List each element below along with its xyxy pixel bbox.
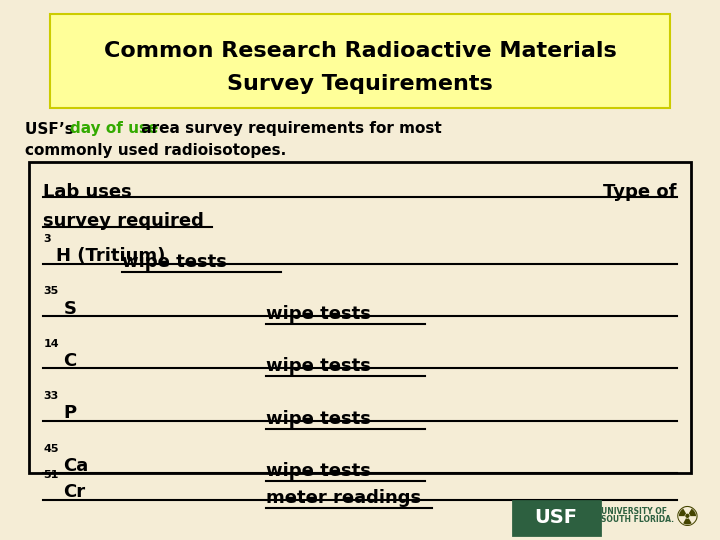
Text: wipe tests: wipe tests xyxy=(266,410,372,428)
Text: Lab uses: Lab uses xyxy=(43,183,132,200)
Text: wipe tests: wipe tests xyxy=(266,462,372,480)
Text: 45: 45 xyxy=(43,443,59,454)
Text: 33: 33 xyxy=(43,391,58,401)
Text: survey required: survey required xyxy=(43,212,204,230)
Text: C: C xyxy=(63,352,76,370)
Text: Cr: Cr xyxy=(63,483,86,501)
Text: Type of: Type of xyxy=(603,183,677,200)
Text: 35: 35 xyxy=(43,286,58,296)
Text: wipe tests: wipe tests xyxy=(266,305,372,323)
Text: day of use: day of use xyxy=(70,122,158,137)
Text: Ca: Ca xyxy=(63,457,89,475)
Text: Survey Tequirements: Survey Tequirements xyxy=(227,73,493,94)
Text: 51: 51 xyxy=(43,470,58,480)
Text: meter readings: meter readings xyxy=(266,489,421,507)
Text: wipe tests: wipe tests xyxy=(122,253,228,271)
Text: P: P xyxy=(63,404,76,422)
Text: UNIVERSITY OF: UNIVERSITY OF xyxy=(601,508,667,516)
Text: Common Research Radioactive Materials: Common Research Radioactive Materials xyxy=(104,41,616,62)
Text: USF: USF xyxy=(535,508,577,528)
Text: commonly used radioisotopes.: commonly used radioisotopes. xyxy=(25,143,287,158)
Text: area survey requirements for most: area survey requirements for most xyxy=(136,122,442,137)
Text: ☢: ☢ xyxy=(675,504,700,532)
Text: S: S xyxy=(63,300,76,318)
Text: USF’s: USF’s xyxy=(25,122,79,137)
Text: 3: 3 xyxy=(43,234,51,244)
Text: SOUTH FLORIDA.: SOUTH FLORIDA. xyxy=(601,515,674,524)
FancyBboxPatch shape xyxy=(50,14,670,108)
FancyBboxPatch shape xyxy=(513,501,600,535)
Text: wipe tests: wipe tests xyxy=(266,357,372,375)
Text: H (Tritium): H (Tritium) xyxy=(56,247,166,265)
FancyBboxPatch shape xyxy=(29,162,691,472)
Text: 14: 14 xyxy=(43,339,59,349)
